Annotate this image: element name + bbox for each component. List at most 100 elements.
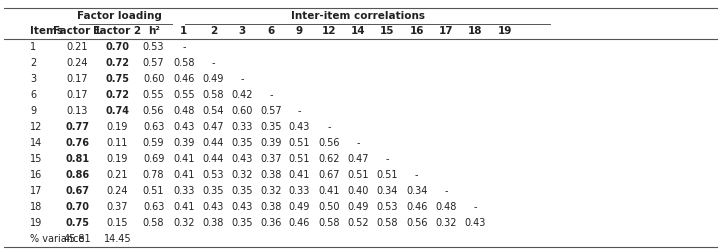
Text: 0.70: 0.70	[65, 202, 89, 212]
Text: Items: Items	[30, 26, 63, 37]
Text: -: -	[474, 202, 477, 212]
Text: 0.56: 0.56	[406, 218, 428, 228]
Text: -: -	[241, 74, 244, 84]
Text: 0.48: 0.48	[173, 106, 195, 116]
Text: 0.50: 0.50	[318, 202, 340, 212]
Text: 0.53: 0.53	[376, 202, 398, 212]
Text: 0.38: 0.38	[203, 218, 224, 228]
Text: 0.76: 0.76	[65, 138, 89, 148]
Text: 15: 15	[380, 26, 394, 37]
Text: 16: 16	[410, 26, 424, 37]
Text: Inter-item correlations: Inter-item correlations	[291, 11, 425, 21]
Text: 0.21: 0.21	[66, 42, 88, 52]
Text: 0.39: 0.39	[173, 138, 195, 148]
Text: 6: 6	[30, 90, 36, 100]
Text: 0.44: 0.44	[203, 138, 224, 148]
Text: -: -	[212, 58, 215, 69]
Text: 12: 12	[322, 26, 336, 37]
Text: 17: 17	[439, 26, 454, 37]
Text: 0.51: 0.51	[376, 170, 398, 180]
Text: 0.35: 0.35	[231, 138, 253, 148]
Text: 19: 19	[497, 26, 512, 37]
Text: 0.35: 0.35	[260, 122, 282, 132]
Text: 0.39: 0.39	[260, 138, 282, 148]
Text: 0.43: 0.43	[173, 122, 195, 132]
Text: 0.33: 0.33	[231, 122, 253, 132]
Text: 0.58: 0.58	[173, 58, 195, 69]
Text: 16: 16	[30, 170, 43, 180]
Text: 1: 1	[180, 26, 187, 37]
Text: 0.49: 0.49	[288, 202, 310, 212]
Text: 0.43: 0.43	[231, 154, 253, 164]
Text: 0.70: 0.70	[105, 42, 130, 52]
Text: 0.60: 0.60	[143, 74, 164, 84]
Text: 0.47: 0.47	[348, 154, 369, 164]
Text: 0.63: 0.63	[143, 202, 164, 212]
Text: 0.41: 0.41	[288, 170, 310, 180]
Text: 45.81: 45.81	[63, 234, 91, 244]
Text: 0.24: 0.24	[66, 58, 88, 69]
Text: 0.60: 0.60	[231, 106, 253, 116]
Text: 15: 15	[30, 154, 43, 164]
Text: 6: 6	[267, 26, 275, 37]
Text: 17: 17	[30, 186, 43, 196]
Text: Factor 1: Factor 1	[53, 26, 101, 37]
Text: 2: 2	[30, 58, 37, 69]
Text: 0.35: 0.35	[231, 218, 253, 228]
Text: 0.38: 0.38	[260, 202, 282, 212]
Text: 0.49: 0.49	[203, 74, 224, 84]
Text: 0.51: 0.51	[348, 170, 369, 180]
Text: 0.51: 0.51	[288, 138, 310, 148]
Text: 0.58: 0.58	[376, 218, 398, 228]
Text: 0.57: 0.57	[143, 58, 164, 69]
Text: -: -	[270, 90, 273, 100]
Text: 0.51: 0.51	[288, 154, 310, 164]
Text: 0.67: 0.67	[318, 170, 340, 180]
Text: 0.53: 0.53	[143, 42, 164, 52]
Text: 14: 14	[351, 26, 366, 37]
Text: 0.43: 0.43	[203, 202, 224, 212]
Text: 0.72: 0.72	[105, 58, 130, 69]
Text: 0.74: 0.74	[105, 106, 130, 116]
Text: 0.46: 0.46	[173, 74, 195, 84]
Text: 0.55: 0.55	[173, 90, 195, 100]
Text: Factor loading: Factor loading	[76, 11, 162, 21]
Text: 0.34: 0.34	[376, 186, 398, 196]
Text: 0.56: 0.56	[143, 106, 164, 116]
Text: 0.40: 0.40	[348, 186, 369, 196]
Text: 0.15: 0.15	[107, 218, 128, 228]
Text: 0.32: 0.32	[173, 218, 195, 228]
Text: 0.72: 0.72	[105, 90, 130, 100]
Text: 0.34: 0.34	[406, 186, 428, 196]
Text: -: -	[182, 42, 185, 52]
Text: 0.17: 0.17	[66, 74, 88, 84]
Text: 0.41: 0.41	[173, 154, 195, 164]
Text: 0.56: 0.56	[318, 138, 340, 148]
Text: 0.19: 0.19	[107, 154, 128, 164]
Text: 14: 14	[30, 138, 43, 148]
Text: 0.42: 0.42	[231, 90, 253, 100]
Text: -: -	[445, 186, 448, 196]
Text: 0.36: 0.36	[260, 218, 282, 228]
Text: 9: 9	[30, 106, 36, 116]
Text: 0.47: 0.47	[203, 122, 224, 132]
Text: 0.37: 0.37	[107, 202, 128, 212]
Text: 0.54: 0.54	[203, 106, 224, 116]
Text: 0.43: 0.43	[231, 202, 253, 212]
Text: 0.17: 0.17	[66, 90, 88, 100]
Text: 3: 3	[30, 74, 36, 84]
Text: 0.59: 0.59	[143, 138, 164, 148]
Text: 0.41: 0.41	[173, 202, 195, 212]
Text: 0.75: 0.75	[105, 74, 130, 84]
Text: 0.67: 0.67	[65, 186, 89, 196]
Text: 0.46: 0.46	[288, 218, 310, 228]
Text: 0.86: 0.86	[65, 170, 89, 180]
Text: -: -	[357, 138, 360, 148]
Text: 1: 1	[30, 42, 36, 52]
Text: 14.45: 14.45	[104, 234, 131, 244]
Text: 0.52: 0.52	[348, 218, 369, 228]
Text: h²: h²	[148, 26, 159, 37]
Text: -: -	[327, 122, 330, 132]
Text: 0.33: 0.33	[288, 186, 310, 196]
Text: 0.58: 0.58	[318, 218, 340, 228]
